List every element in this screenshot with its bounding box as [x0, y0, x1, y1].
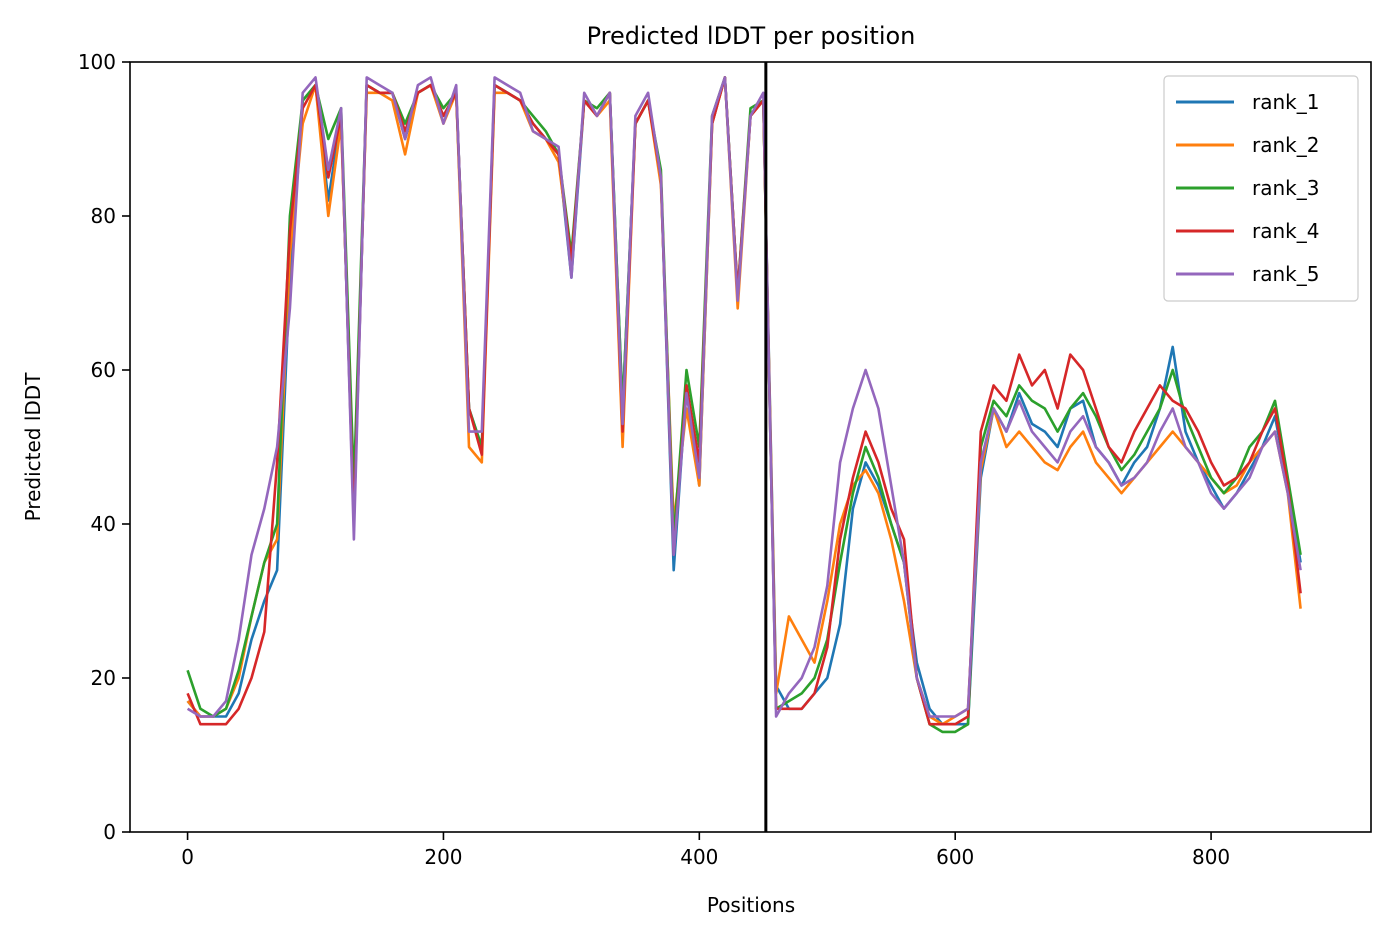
series-line-rank_1 [186, 76, 1302, 726]
legend-label: rank_3 [1252, 176, 1319, 200]
y-tick-label: 80 [91, 204, 116, 228]
x-tick-label: 800 [1192, 845, 1230, 869]
x-tick-label: 0 [181, 845, 194, 869]
legend-label: rank_5 [1252, 262, 1319, 286]
series-line-rank_2 [186, 76, 1302, 726]
y-tick-label: 0 [103, 820, 116, 844]
legend-label: rank_1 [1252, 90, 1319, 114]
plot-area [186, 62, 1302, 832]
y-tick-label: 100 [78, 50, 116, 74]
chart-title: Predicted lDDT per position [587, 22, 916, 50]
x-axis: 0 200 400 600 800 [181, 832, 1230, 869]
series-line-rank_5 [186, 76, 1302, 718]
x-axis-title: Positions [707, 893, 795, 917]
x-tick-label: 200 [424, 845, 462, 869]
plot-frame [129, 61, 1372, 833]
legend: rank_1 rank_2 rank_3 rank_4 rank_5 [1163, 75, 1359, 302]
x-tick-label: 600 [936, 845, 974, 869]
y-tick-label: 60 [91, 358, 116, 382]
series-line-rank_4 [186, 76, 1302, 726]
legend-box [1163, 75, 1359, 302]
series-line-rank_3 [186, 76, 1302, 734]
y-axis-title: Predicted lDDT [21, 372, 45, 522]
x-tick-label: 400 [680, 845, 718, 869]
y-axis: 0 20 40 60 80 100 [78, 50, 130, 844]
y-tick-label: 40 [91, 512, 116, 536]
legend-label: rank_2 [1252, 133, 1319, 157]
legend-label: rank_4 [1252, 219, 1319, 243]
y-tick-label: 20 [91, 666, 116, 690]
